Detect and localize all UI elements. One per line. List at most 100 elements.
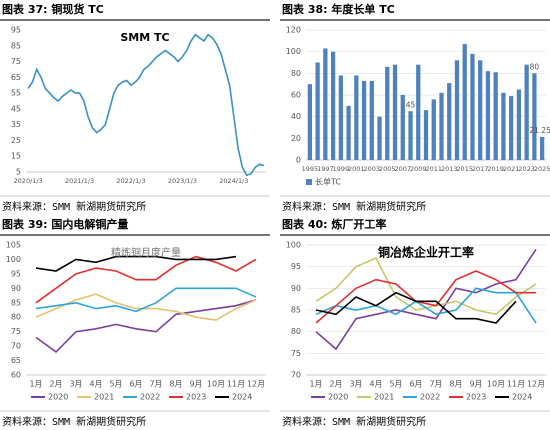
bar xyxy=(400,95,405,160)
bar xyxy=(369,80,374,160)
bar xyxy=(377,116,382,160)
series-line xyxy=(35,287,257,313)
bar xyxy=(423,110,429,160)
x-tick-label: 8月 xyxy=(169,380,182,389)
legend-label: 长单TC xyxy=(315,177,341,187)
bar xyxy=(315,62,320,160)
panel-heading: 图表 40: 炼厂开工率 xyxy=(282,217,386,231)
bar xyxy=(501,92,506,160)
y-tick-label: 25 xyxy=(11,136,21,145)
x-tick-label: 2015 xyxy=(456,165,473,173)
series-line xyxy=(315,287,537,324)
x-tick-label: 11月 xyxy=(507,380,525,389)
y-tick-label: 5 xyxy=(16,168,21,177)
x-tick-label: 7月 xyxy=(429,380,442,389)
legend-label: 2022 xyxy=(420,393,440,402)
legend-label: 2022 xyxy=(140,393,160,402)
y-tick-label: 55 xyxy=(11,89,21,98)
x-tick-label: 1999 xyxy=(333,165,350,173)
panel-heading: 图表 39: 国内电解铜产量 xyxy=(2,217,128,231)
bar xyxy=(346,105,351,160)
bar xyxy=(416,64,421,160)
series-line xyxy=(35,299,257,353)
bar xyxy=(385,66,390,160)
bar xyxy=(439,92,444,160)
legend-label: 2020 xyxy=(48,393,68,402)
x-tick-label: 2022/1/3 xyxy=(116,177,145,185)
y-tick-label: 95 xyxy=(291,262,301,271)
x-tick-label: 6月 xyxy=(129,380,142,389)
y-tick-label: 90 xyxy=(11,284,21,293)
annotation: 精炼铜月度产量 xyxy=(111,246,181,259)
bar xyxy=(478,60,483,161)
value-label: 21.25 xyxy=(529,126,550,135)
y-tick-label: 85 xyxy=(11,41,21,50)
bar xyxy=(447,83,452,160)
y-tick-label: 95 xyxy=(11,26,21,35)
y-tick-label: 120 xyxy=(286,26,301,35)
panel-heading: 图表 38: 年度长单 TC xyxy=(282,2,395,16)
x-tick-label: 4月 xyxy=(369,380,382,389)
x-tick-label: 2003 xyxy=(364,165,381,173)
y-tick-label: 75 xyxy=(11,57,21,66)
x-tick-label: 7月 xyxy=(149,380,162,389)
x-tick-label: 2001 xyxy=(348,165,365,173)
series-line xyxy=(315,291,517,324)
legend-label: 2020 xyxy=(328,393,348,402)
y-tick-label: 65 xyxy=(11,73,21,82)
x-tick-label: 2013 xyxy=(441,165,458,173)
x-tick-label: 1995 xyxy=(302,165,319,173)
y-tick-label: 35 xyxy=(11,120,21,129)
bar xyxy=(338,75,343,160)
y-tick-label: 75 xyxy=(291,349,301,358)
x-tick-label: 12月 xyxy=(527,380,545,389)
annotation: SMM TC xyxy=(120,31,169,44)
bar xyxy=(431,99,436,160)
x-tick-label: 9月 xyxy=(469,380,482,389)
y-tick-label: 0 xyxy=(296,156,301,165)
x-tick-label: 1997 xyxy=(317,165,334,173)
bar xyxy=(524,64,529,160)
bar xyxy=(540,136,545,160)
y-tick-label: 105 xyxy=(6,241,21,250)
value-label: 45 xyxy=(406,100,416,109)
x-tick-label: 2019 xyxy=(487,165,504,173)
bar xyxy=(354,75,359,160)
x-tick-label: 10月 xyxy=(487,380,505,389)
x-tick-label: 12月 xyxy=(247,380,265,389)
x-tick-label: 2011 xyxy=(425,165,442,173)
series-line xyxy=(27,33,265,177)
source: 资料来源：SMM 新湖期货研究所 xyxy=(2,415,146,428)
x-tick-label: 2017 xyxy=(472,165,489,173)
x-tick-label: 2005 xyxy=(379,165,396,173)
x-tick-label: 2021 xyxy=(503,165,520,173)
bar xyxy=(516,89,522,160)
x-tick-label: 1月 xyxy=(29,380,42,389)
x-tick-label: 9月 xyxy=(189,380,202,389)
legend-label: 2023 xyxy=(186,393,206,402)
x-tick-label: 2020/1/3 xyxy=(14,177,43,185)
x-tick-label: 8月 xyxy=(449,380,462,389)
bar xyxy=(330,51,336,160)
bar xyxy=(323,48,328,160)
bar xyxy=(462,44,467,161)
bar xyxy=(509,96,514,160)
y-tick-label: 70 xyxy=(11,342,21,351)
bar xyxy=(454,60,460,161)
x-tick-label: 10月 xyxy=(207,380,225,389)
legend-label: 2021 xyxy=(374,393,394,402)
x-tick-label: 2023/1/3 xyxy=(168,177,197,185)
y-tick-label: 45 xyxy=(11,104,21,113)
x-tick-label: 3月 xyxy=(349,380,362,389)
series-line xyxy=(315,270,536,324)
y-tick-label: 80 xyxy=(291,69,301,78)
source: 资料来源：SMM 新湖期货研究所 xyxy=(2,200,146,213)
legend-label: 2024 xyxy=(512,393,532,402)
bar xyxy=(470,53,475,161)
x-tick-label: 2025 xyxy=(534,165,550,173)
y-tick-label: 85 xyxy=(291,306,301,315)
bar xyxy=(485,71,491,160)
x-tick-label: 2007 xyxy=(395,165,412,173)
x-tick-label: 2024/1/3 xyxy=(219,177,248,185)
panel-heading: 图表 37: 铜现货 TC xyxy=(2,2,104,16)
